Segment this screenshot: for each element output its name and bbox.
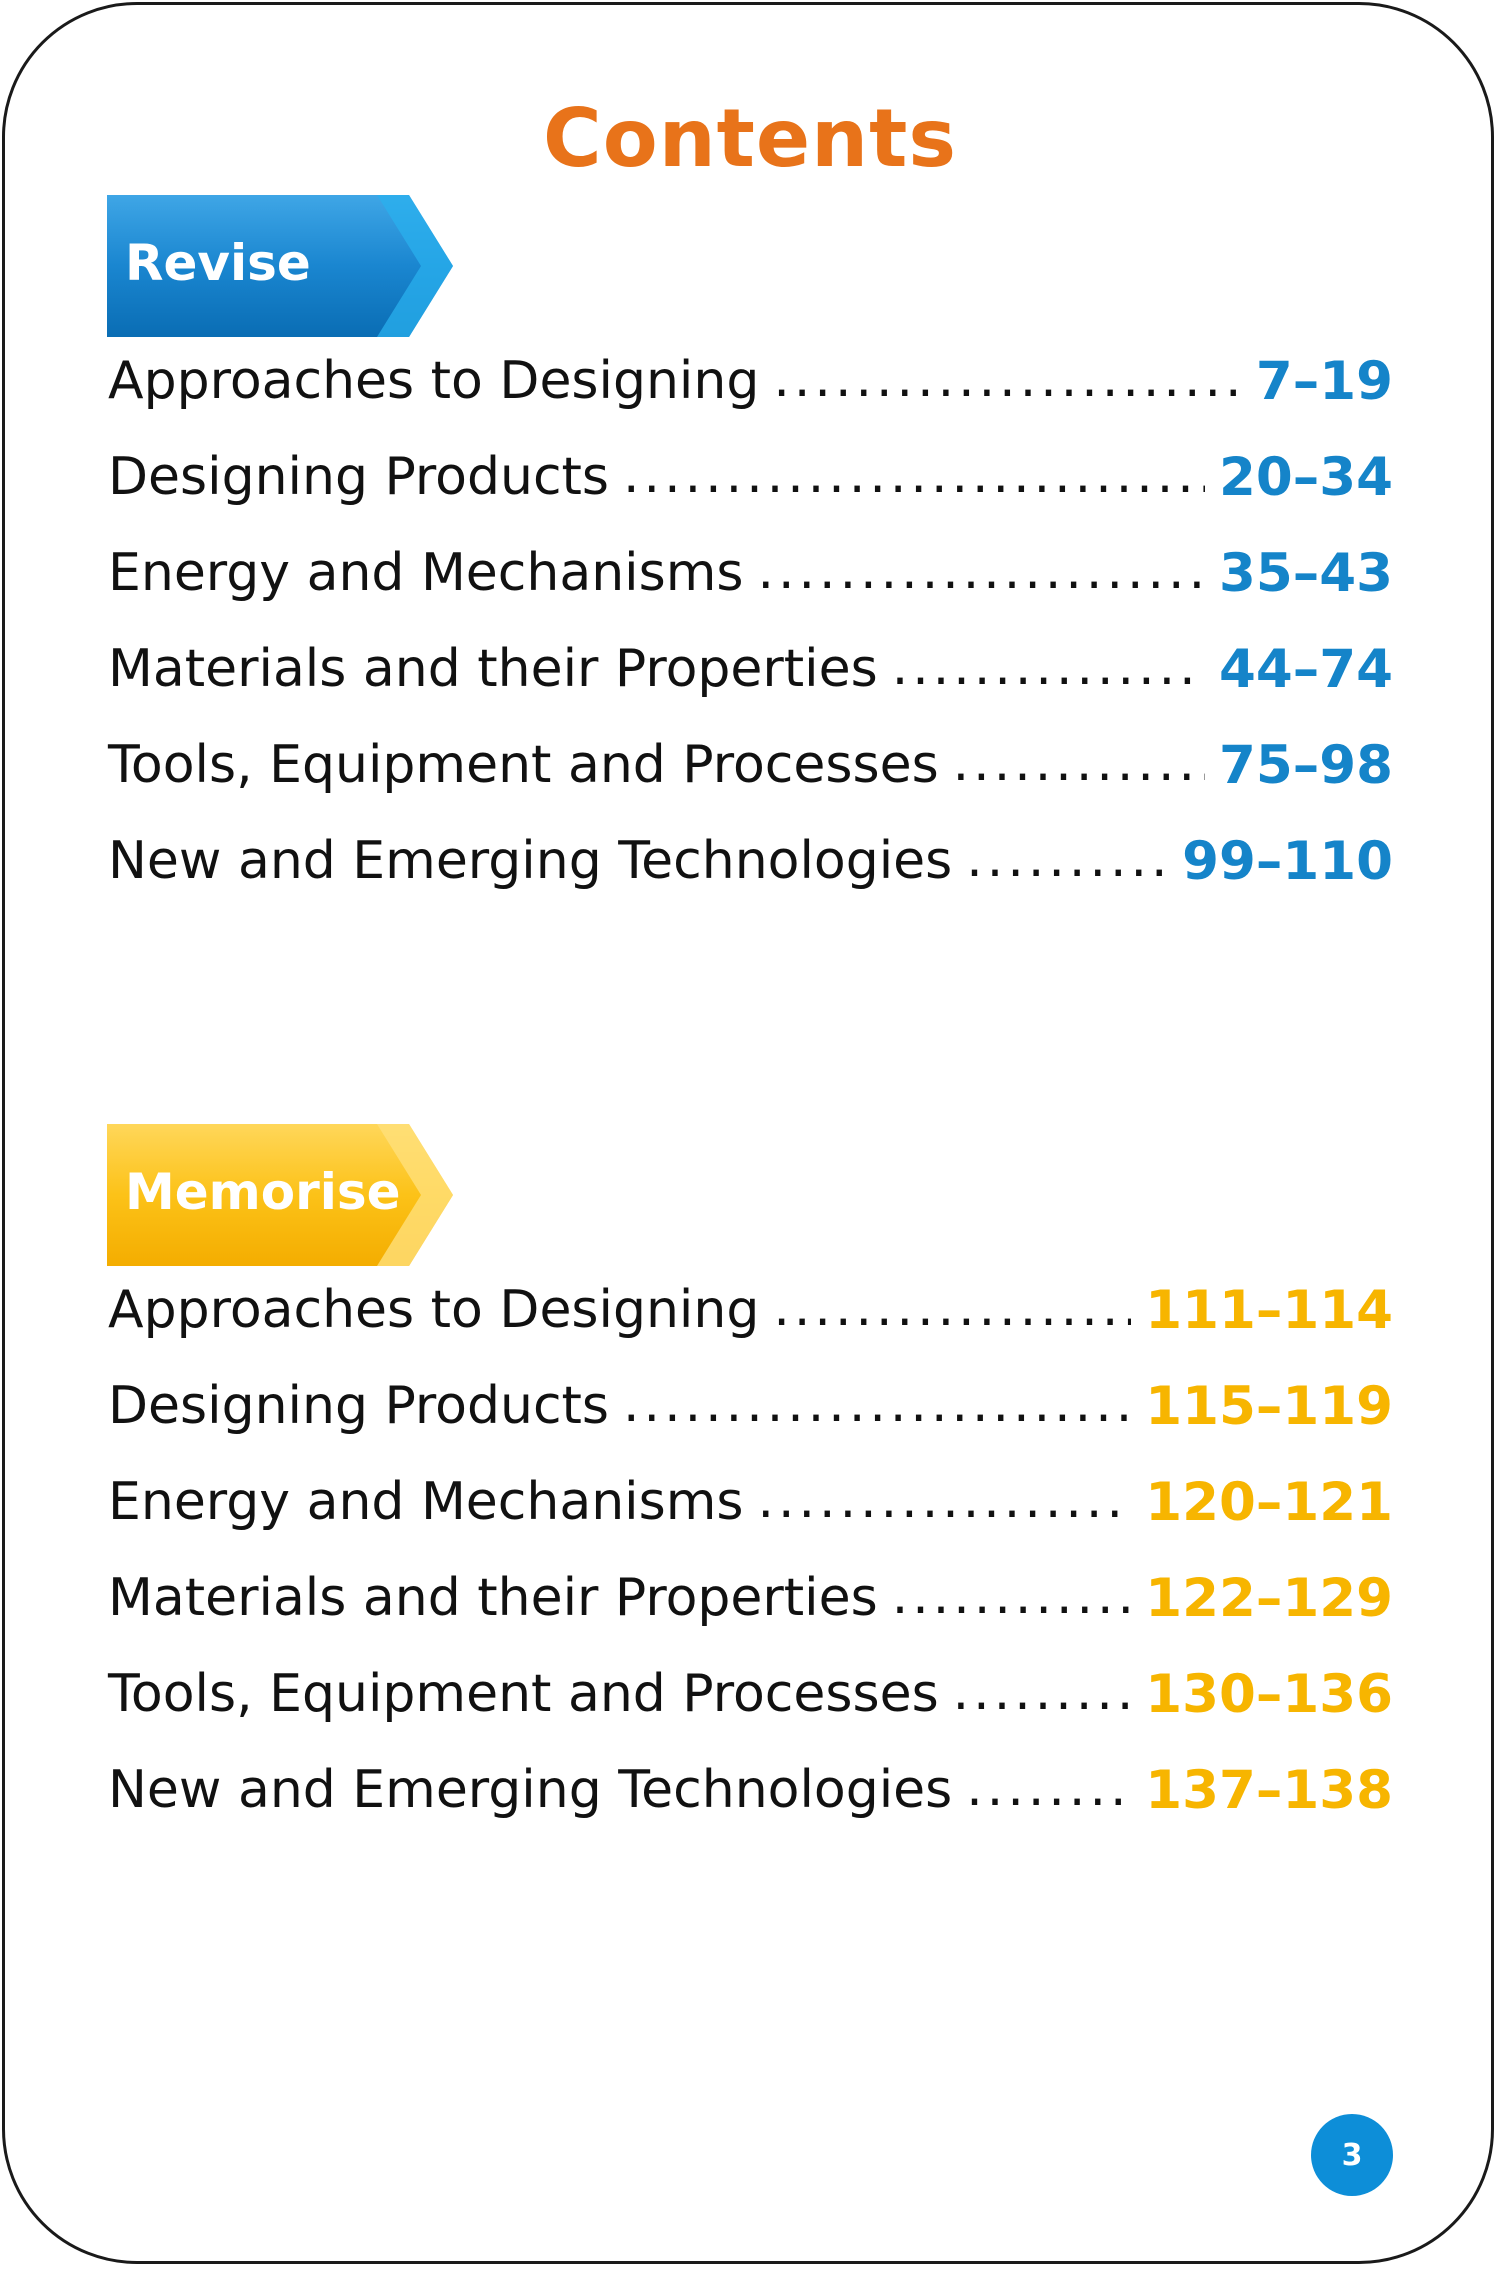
toc-row[interactable]: Energy and Mechanisms 35–43 <box>108 525 1393 621</box>
revise-label: Revise <box>125 234 311 292</box>
memorise-list: Approaches to Designing 111–114 Designin… <box>108 1262 1393 1838</box>
toc-row[interactable]: Energy and Mechanisms 120–121 <box>108 1454 1393 1550</box>
toc-row[interactable]: Designing Products 20–34 <box>108 429 1393 525</box>
toc-page-range: 75–98 <box>1218 734 1393 796</box>
toc-page-range: 20–34 <box>1218 446 1393 508</box>
toc-item-label: Designing Products <box>108 447 610 507</box>
revise-arrow-shape <box>107 195 453 337</box>
toc-row[interactable]: New and Emerging Technologies 99–110 <box>108 813 1393 909</box>
dot-leader <box>892 641 1205 693</box>
toc-row[interactable]: Materials and their Properties 122–129 <box>108 1550 1393 1646</box>
toc-item-label: Energy and Mechanisms <box>108 1472 744 1532</box>
toc-item-label: Materials and their Properties <box>108 1568 878 1628</box>
toc-page-range: 111–114 <box>1145 1279 1393 1341</box>
toc-row[interactable]: Designing Products 115–119 <box>108 1358 1393 1454</box>
memorise-banner: Memorise <box>107 1124 453 1266</box>
toc-item-label: Tools, Equipment and Processes <box>108 735 939 795</box>
toc-page-range: 44–74 <box>1218 638 1393 700</box>
dot-leader <box>953 1666 1132 1718</box>
toc-row[interactable]: Approaches to Designing 111–114 <box>108 1262 1393 1358</box>
dot-leader <box>892 1570 1132 1622</box>
revise-banner: Revise <box>107 195 453 337</box>
revise-list: Approaches to Designing 7–19 Designing P… <box>108 333 1393 909</box>
toc-item-label: Energy and Mechanisms <box>108 543 744 603</box>
toc-item-label: Approaches to Designing <box>108 1280 760 1340</box>
toc-item-label: Designing Products <box>108 1376 610 1436</box>
toc-page-range: 137–138 <box>1145 1759 1393 1821</box>
memorise-arrow-shape <box>107 1124 453 1266</box>
toc-page-range: 99–110 <box>1182 830 1393 892</box>
dot-leader <box>623 1378 1131 1430</box>
memorise-label: Memorise <box>125 1163 401 1221</box>
dot-leader <box>773 353 1242 405</box>
toc-item-label: Tools, Equipment and Processes <box>108 1664 939 1724</box>
toc-page-range: 120–121 <box>1145 1471 1393 1533</box>
dot-leader <box>773 1282 1131 1334</box>
page-title: Contents <box>543 92 957 185</box>
toc-page-range: 122–129 <box>1145 1567 1393 1629</box>
toc-row[interactable]: Materials and their Properties 44–74 <box>108 621 1393 717</box>
toc-row[interactable]: Approaches to Designing 7–19 <box>108 333 1393 429</box>
dot-leader <box>953 737 1205 789</box>
toc-page-range: 7–19 <box>1255 350 1393 412</box>
toc-row[interactable]: Tools, Equipment and Processes 130–136 <box>108 1646 1393 1742</box>
dot-leader <box>966 833 1168 885</box>
toc-item-label: New and Emerging Technologies <box>108 1760 953 1820</box>
toc-page-range: 35–43 <box>1218 542 1393 604</box>
toc-page-range: 130–136 <box>1145 1663 1393 1725</box>
dot-leader <box>623 449 1205 501</box>
dot-leader <box>757 545 1205 597</box>
toc-item-label: Approaches to Designing <box>108 351 760 411</box>
dot-leader <box>966 1762 1131 1814</box>
dot-leader <box>757 1474 1131 1526</box>
page-number-badge: 3 <box>1311 2114 1393 2196</box>
toc-item-label: New and Emerging Technologies <box>108 831 953 891</box>
toc-item-label: Materials and their Properties <box>108 639 878 699</box>
toc-page-range: 115–119 <box>1145 1375 1393 1437</box>
toc-row[interactable]: Tools, Equipment and Processes 75–98 <box>108 717 1393 813</box>
toc-row[interactable]: New and Emerging Technologies 137–138 <box>108 1742 1393 1838</box>
